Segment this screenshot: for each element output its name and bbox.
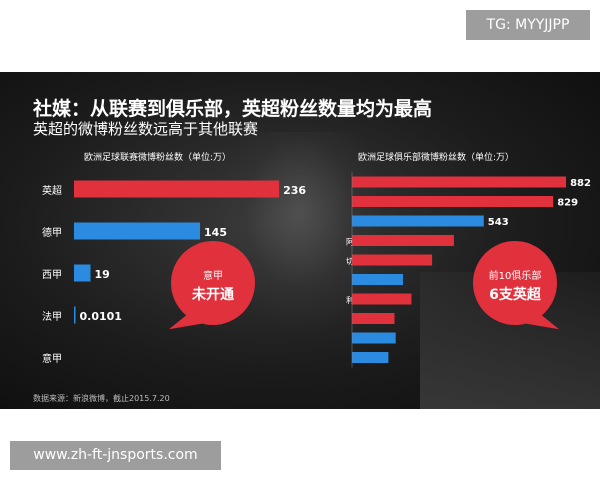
callout-left-text: 意甲 未开通 xyxy=(171,267,255,304)
league-bar-2 xyxy=(74,264,91,282)
infographic-subheadline: 英超的微博粉丝数远高于其他联赛 xyxy=(33,120,259,138)
callout-left-line1: 意甲 xyxy=(203,271,223,282)
footer-url[interactable]: www.zh-ft-jnsports.com xyxy=(10,441,221,470)
club-bar-9 xyxy=(352,352,389,363)
infographic-panel: 社媒：从联赛到俱乐部，英超粉丝数量均为最高 英超的微博粉丝数远高于其他联赛 欧洲… xyxy=(0,72,600,409)
callout-left-line2: 未开通 xyxy=(192,287,234,303)
callout-right-line2: 6支英超 xyxy=(489,287,541,303)
league-category-label-4: 意甲 xyxy=(42,352,62,365)
club-bar-3 xyxy=(352,235,454,246)
callout-right-bubble-tail xyxy=(521,312,560,330)
league-category-label-1: 德甲 xyxy=(42,226,62,239)
league-category-label-3: 法甲 xyxy=(42,310,62,323)
club-value-label-1: 829 xyxy=(557,198,578,209)
club-bar-7 xyxy=(352,313,395,324)
club-chart-title: 欧洲足球俱乐部微博粉丝数（单位:万） xyxy=(358,151,514,163)
league-category-label-2: 西甲 xyxy=(42,270,62,281)
club-value-label-0: 882 xyxy=(570,178,591,189)
league-value-label-3: 0.0101 xyxy=(80,310,122,323)
callout-left-bubble-tail xyxy=(168,312,207,330)
league-chart-title: 欧洲足球联赛微博粉丝数（单位:万） xyxy=(84,151,231,163)
league-value-label-0: 236 xyxy=(283,184,306,197)
league-bar-0 xyxy=(74,180,280,198)
club-bar-1 xyxy=(352,196,554,207)
callout-right-line1: 前10俱乐部 xyxy=(488,271,542,282)
club-value-label-2: 543 xyxy=(488,217,509,228)
league-value-label-1: 145 xyxy=(204,226,227,239)
callout-right-bubble xyxy=(473,241,557,325)
league-category-label-0: 英超 xyxy=(42,184,62,197)
club-bar-2 xyxy=(352,215,484,227)
watermark-tag: TG: MYYJJPP xyxy=(466,10,590,40)
club-bar-6 xyxy=(352,293,412,305)
club-bar-5 xyxy=(352,274,403,285)
league-bar-3 xyxy=(74,306,76,324)
league-value-label-2: 19 xyxy=(95,268,110,281)
callout-left-bubble xyxy=(171,241,255,325)
club-bar-8 xyxy=(352,332,396,344)
club-bar-4 xyxy=(352,254,433,266)
club-bar-0 xyxy=(352,176,567,188)
infographic-headline: 社媒：从联赛到俱乐部，英超粉丝数量均为最高 xyxy=(33,98,433,120)
source-note: 数据来源：新浪微博，截止2015.7.20 xyxy=(33,394,170,403)
callout-right-text: 前10俱乐部 6支英超 xyxy=(473,267,557,304)
league-bar-1 xyxy=(74,222,201,240)
charts-svg: 欧洲足球联赛微博粉丝数（单位:万） 英超 236 德甲 145 西甲 19 法甲 0.0101 意… xyxy=(42,151,591,368)
